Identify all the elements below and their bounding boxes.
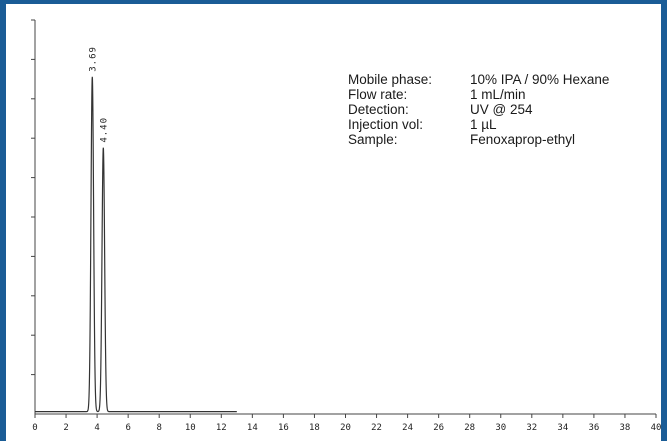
- condition-value: 10% IPA / 90% Hexane: [470, 72, 610, 87]
- chromatogram-chart: 0 2 4 6 8 10 12 14 16 18 20 22 24 26 28 30 32 34 36 38 40 3.…: [31, 19, 661, 433]
- x-tick-label: 0: [32, 423, 37, 433]
- x-tick-label: 20: [340, 423, 351, 433]
- y-axis-ticks: [31, 19, 35, 376]
- x-tick-label: 34: [557, 423, 568, 433]
- condition-label: Flow rate:: [348, 87, 408, 102]
- x-tick-label: 16: [278, 423, 289, 433]
- x-tick-label: 10: [185, 423, 196, 433]
- condition-label: Injection vol:: [348, 117, 424, 132]
- condition-label: Detection:: [348, 102, 409, 117]
- condition-value: 1 µL: [470, 117, 497, 132]
- x-tick-label: 2: [63, 423, 68, 433]
- condition-label: Sample:: [348, 132, 398, 147]
- condition-label: Mobile phase:: [348, 72, 433, 87]
- x-tick-label: 40: [651, 423, 661, 433]
- condition-row: Injection vol: 1 µL: [348, 117, 609, 132]
- x-tick-label: 18: [309, 423, 320, 433]
- x-tick-label: 12: [216, 423, 227, 433]
- condition-row: Flow rate: 1 mL/min: [348, 87, 609, 102]
- condition-value: Fenoxaprop-ethyl: [470, 132, 576, 147]
- x-tick-label: 22: [371, 423, 382, 433]
- condition-row: Mobile phase: 10% IPA / 90% Hexane: [348, 72, 609, 87]
- x-tick-label: 4: [94, 423, 99, 433]
- condition-value: UV @ 254: [470, 102, 533, 117]
- x-tick-label: 24: [402, 423, 413, 433]
- peak-label: 3.69: [88, 46, 98, 72]
- condition-row: Sample: Fenoxaprop-ethyl: [348, 132, 609, 147]
- run-conditions: Mobile phase: 10% IPA / 90% Hexane Flow ra…: [348, 72, 609, 147]
- peak-label: 4.40: [99, 117, 109, 143]
- x-tick-label: 6: [125, 423, 130, 433]
- chromatogram-frame: 0 2 4 6 8 10 12 14 16 18 20 22 24 26 28 30 32 34 36 38 40 3.…: [6, 4, 661, 441]
- chromatogram-trace: [35, 76, 237, 413]
- condition-value: 1 mL/min: [470, 87, 526, 102]
- peak-labels: 3.69 4.40: [88, 46, 109, 143]
- x-tick-label: 38: [620, 423, 631, 433]
- x-tick-label: 32: [526, 423, 537, 433]
- x-axis-ticks: 0 2 4 6 8 10 12 14 16 18 20 22 24 26 28 30 32 34 36 38 40: [32, 414, 661, 433]
- x-tick-label: 14: [247, 423, 258, 433]
- x-tick-label: 8: [156, 423, 161, 433]
- condition-row: Detection: UV @ 254: [348, 102, 609, 117]
- x-tick-label: 28: [464, 423, 475, 433]
- x-tick-label: 36: [588, 423, 599, 433]
- x-tick-label: 26: [433, 423, 444, 433]
- x-tick-label: 30: [495, 423, 506, 433]
